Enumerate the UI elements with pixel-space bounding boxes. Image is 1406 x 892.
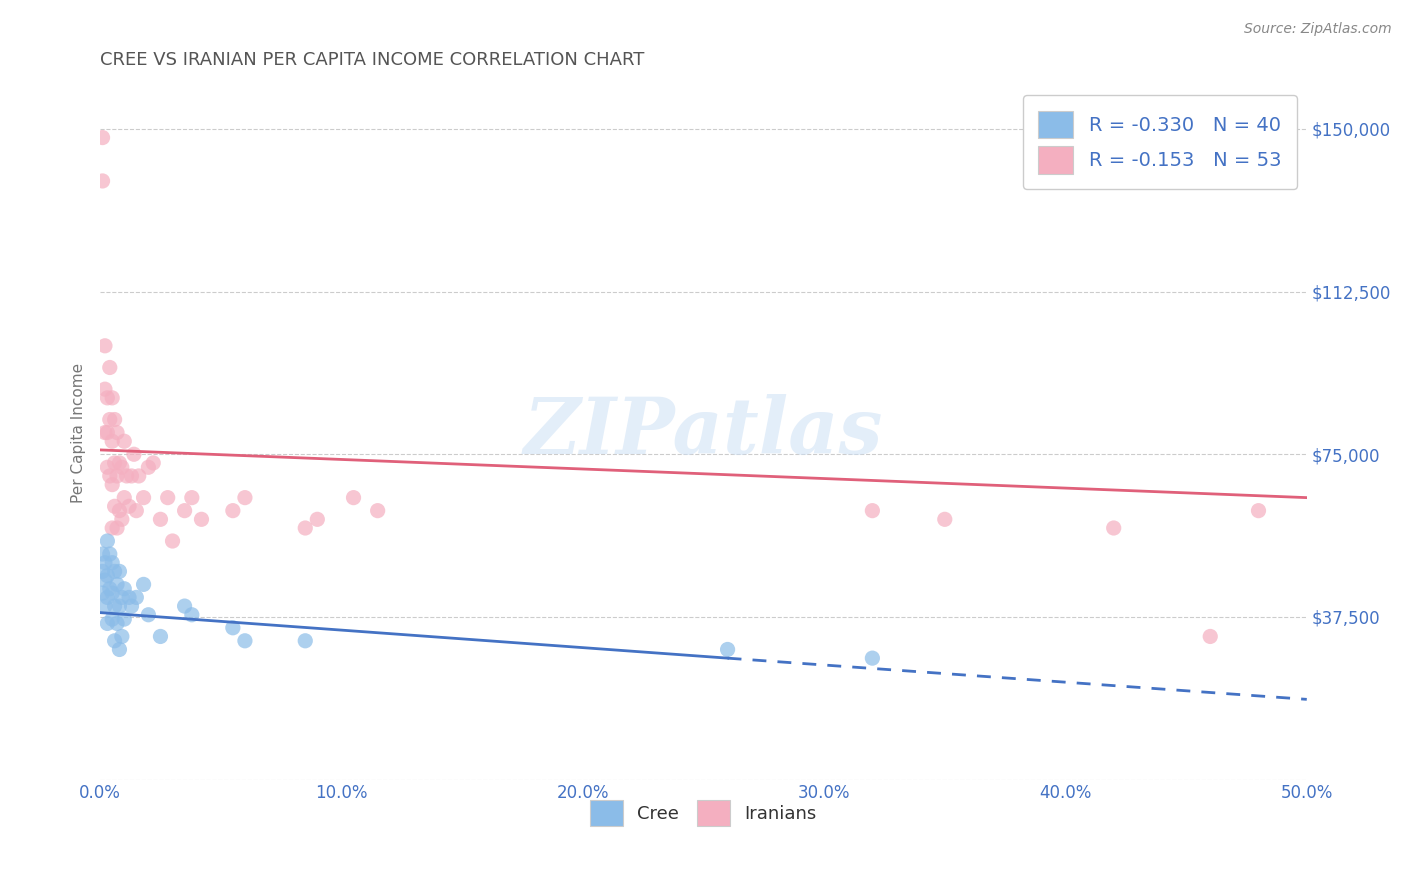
- Point: [111, 591, 134, 605]
- Point: [173, 503, 195, 517]
- Point: [101, 521, 124, 535]
- Point: [121, 469, 143, 483]
- Point: [108, 456, 131, 470]
- Point: [118, 500, 141, 514]
- Point: [1102, 521, 1125, 535]
- Point: [125, 503, 148, 517]
- Point: [142, 456, 165, 470]
- Point: [180, 491, 202, 505]
- Point: [105, 469, 128, 483]
- Point: [112, 612, 135, 626]
- Point: [104, 456, 127, 470]
- Point: [101, 586, 124, 600]
- Point: [294, 521, 316, 535]
- Point: [111, 512, 134, 526]
- Point: [138, 460, 160, 475]
- Point: [125, 591, 148, 605]
- Point: [149, 630, 172, 644]
- Point: [156, 491, 179, 505]
- Point: [934, 512, 956, 526]
- Point: [716, 642, 738, 657]
- Point: [96, 534, 118, 549]
- Point: [111, 460, 134, 475]
- Point: [122, 447, 145, 461]
- Point: [121, 599, 143, 613]
- Point: [98, 360, 121, 375]
- Point: [105, 616, 128, 631]
- Point: [104, 599, 127, 613]
- Point: [115, 469, 138, 483]
- Point: [112, 491, 135, 505]
- Point: [104, 565, 127, 579]
- Point: [96, 616, 118, 631]
- Point: [105, 521, 128, 535]
- Point: [367, 503, 389, 517]
- Point: [222, 503, 245, 517]
- Point: [162, 534, 184, 549]
- Point: [104, 412, 127, 426]
- Point: [233, 491, 256, 505]
- Point: [98, 412, 121, 426]
- Point: [101, 477, 124, 491]
- Point: [101, 391, 124, 405]
- Point: [96, 591, 118, 605]
- Point: [111, 630, 134, 644]
- Point: [294, 633, 316, 648]
- Point: [108, 599, 131, 613]
- Point: [104, 633, 127, 648]
- Point: [96, 391, 118, 405]
- Point: [94, 573, 117, 587]
- Point: [96, 568, 118, 582]
- Point: [94, 382, 117, 396]
- Point: [91, 586, 114, 600]
- Point: [108, 565, 131, 579]
- Point: [180, 607, 202, 622]
- Point: [91, 547, 114, 561]
- Point: [105, 577, 128, 591]
- Point: [98, 582, 121, 596]
- Point: [96, 460, 118, 475]
- Point: [108, 642, 131, 657]
- Point: [132, 577, 155, 591]
- Legend: Cree, Iranians: Cree, Iranians: [583, 793, 824, 833]
- Text: ZIPatlas: ZIPatlas: [524, 394, 883, 471]
- Point: [233, 633, 256, 648]
- Point: [94, 339, 117, 353]
- Y-axis label: Per Capita Income: Per Capita Income: [72, 362, 86, 502]
- Point: [190, 512, 212, 526]
- Point: [138, 607, 160, 622]
- Point: [91, 130, 114, 145]
- Point: [91, 174, 114, 188]
- Point: [101, 612, 124, 626]
- Point: [94, 599, 117, 613]
- Point: [108, 503, 131, 517]
- Point: [860, 651, 883, 665]
- Point: [1199, 630, 1222, 644]
- Point: [149, 512, 172, 526]
- Point: [101, 434, 124, 449]
- Point: [860, 503, 883, 517]
- Point: [94, 425, 117, 440]
- Point: [96, 425, 118, 440]
- Point: [342, 491, 364, 505]
- Text: Source: ZipAtlas.com: Source: ZipAtlas.com: [1244, 22, 1392, 37]
- Point: [112, 434, 135, 449]
- Point: [94, 556, 117, 570]
- Point: [307, 512, 329, 526]
- Point: [118, 591, 141, 605]
- Point: [98, 547, 121, 561]
- Point: [105, 425, 128, 440]
- Point: [1247, 503, 1270, 517]
- Point: [128, 469, 150, 483]
- Point: [132, 491, 155, 505]
- Point: [101, 556, 124, 570]
- Point: [112, 582, 135, 596]
- Point: [91, 565, 114, 579]
- Text: CREE VS IRANIAN PER CAPITA INCOME CORRELATION CHART: CREE VS IRANIAN PER CAPITA INCOME CORREL…: [100, 51, 644, 69]
- Point: [222, 621, 245, 635]
- Point: [104, 500, 127, 514]
- Point: [173, 599, 195, 613]
- Point: [98, 469, 121, 483]
